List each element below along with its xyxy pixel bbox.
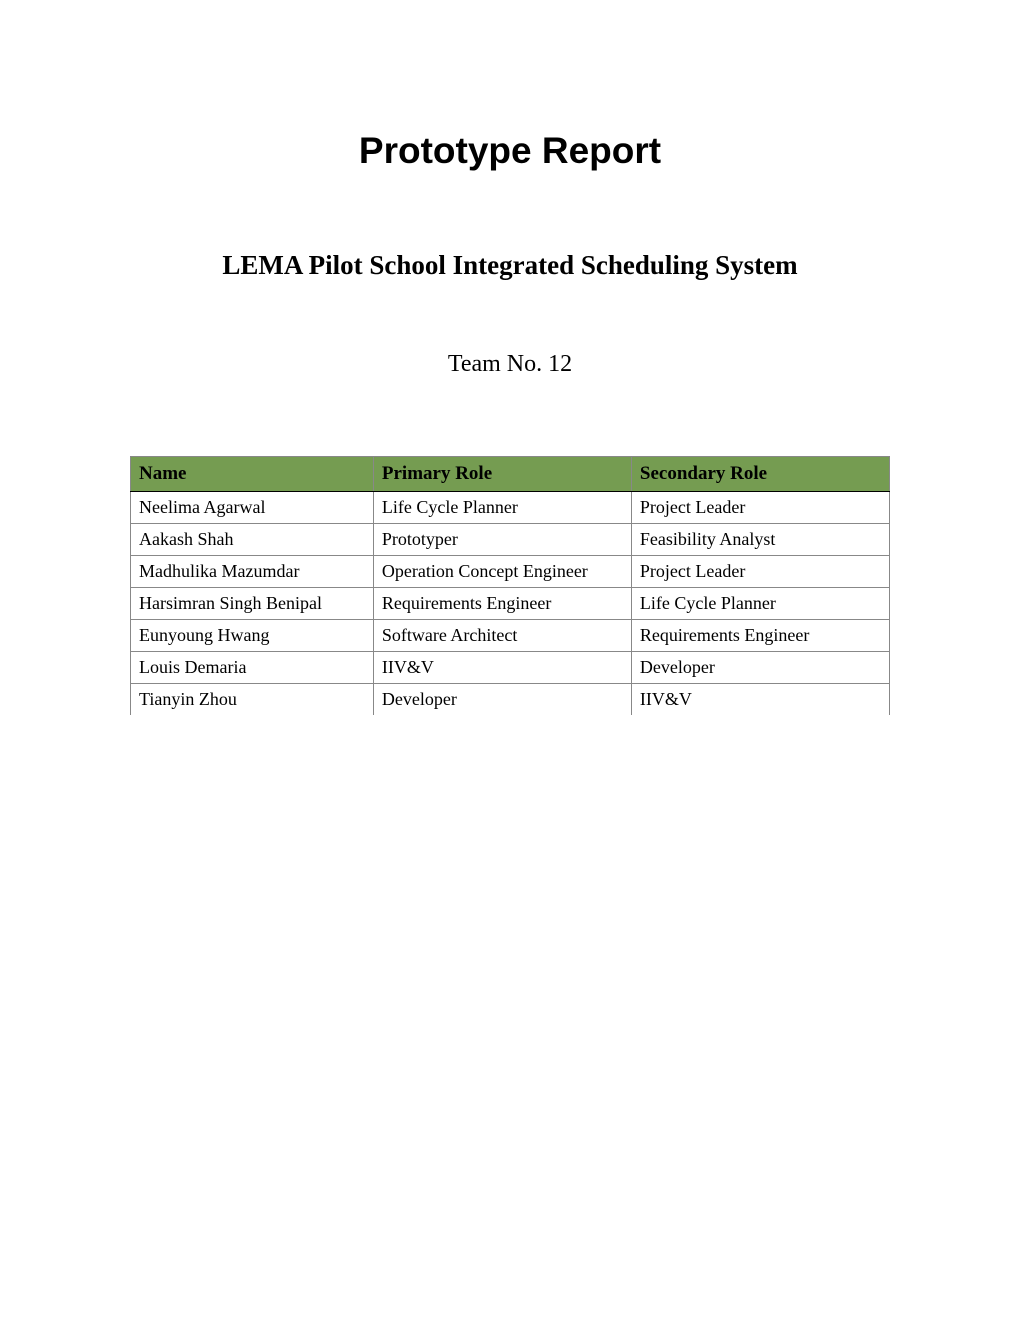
team-label: Team No. 12 bbox=[130, 351, 890, 378]
table-header-primary-role: Primary Role bbox=[373, 457, 631, 492]
table-header-row: Name Primary Role Secondary Role bbox=[131, 457, 890, 492]
team-roster-table: Name Primary Role Secondary Role Neelima… bbox=[130, 456, 890, 715]
table-row: Eunyoung Hwang Software Architect Requir… bbox=[131, 620, 890, 652]
cell-primary-role: IIV&V bbox=[373, 652, 631, 684]
cell-secondary-role: Developer bbox=[631, 652, 889, 684]
cell-name: Harsimran Singh Benipal bbox=[131, 588, 374, 620]
table-row: Harsimran Singh Benipal Requirements Eng… bbox=[131, 588, 890, 620]
cell-name: Madhulika Mazumdar bbox=[131, 556, 374, 588]
cell-secondary-role: Feasibility Analyst bbox=[631, 524, 889, 556]
cell-name: Neelima Agarwal bbox=[131, 492, 374, 524]
table-header-secondary-role: Secondary Role bbox=[631, 457, 889, 492]
table-row: Neelima Agarwal Life Cycle Planner Proje… bbox=[131, 492, 890, 524]
document-title: Prototype Report bbox=[130, 130, 890, 172]
cell-name: Eunyoung Hwang bbox=[131, 620, 374, 652]
cell-name: Tianyin Zhou bbox=[131, 684, 374, 716]
cell-primary-role: Prototyper bbox=[373, 524, 631, 556]
document-subtitle: LEMA Pilot School Integrated Scheduling … bbox=[130, 250, 890, 281]
cell-primary-role: Developer bbox=[373, 684, 631, 716]
cell-secondary-role: IIV&V bbox=[631, 684, 889, 716]
table-row: Madhulika Mazumdar Operation Concept Eng… bbox=[131, 556, 890, 588]
cell-secondary-role: Project Leader bbox=[631, 556, 889, 588]
cell-primary-role: Life Cycle Planner bbox=[373, 492, 631, 524]
cell-primary-role: Software Architect bbox=[373, 620, 631, 652]
table-row: Tianyin Zhou Developer IIV&V bbox=[131, 684, 890, 716]
table-header-name: Name bbox=[131, 457, 374, 492]
cell-primary-role: Requirements Engineer bbox=[373, 588, 631, 620]
table-row: Louis Demaria IIV&V Developer bbox=[131, 652, 890, 684]
cell-secondary-role: Life Cycle Planner bbox=[631, 588, 889, 620]
cell-name: Aakash Shah bbox=[131, 524, 374, 556]
cell-primary-role: Operation Concept Engineer bbox=[373, 556, 631, 588]
table-row: Aakash Shah Prototyper Feasibility Analy… bbox=[131, 524, 890, 556]
cell-secondary-role: Project Leader bbox=[631, 492, 889, 524]
cell-name: Louis Demaria bbox=[131, 652, 374, 684]
cell-secondary-role: Requirements Engineer bbox=[631, 620, 889, 652]
